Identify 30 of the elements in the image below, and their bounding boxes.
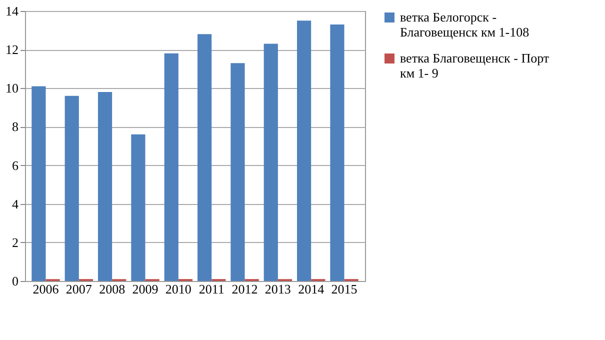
y-tick-label: 10 (6, 80, 18, 96)
x-tick-label: 2012 (232, 282, 258, 296)
legend-label: ветка Благовещенск - Порт км 1- 9 (400, 50, 550, 80)
bar (32, 86, 46, 281)
legend-label: ветка Белогорск - Благовещенск км 1-108 (400, 10, 530, 40)
y-tick-label: 14 (6, 4, 19, 18)
y-tick-label: 0 (12, 274, 18, 288)
y-tick-label: 12 (6, 42, 18, 58)
x-tick-label: 2015 (331, 282, 358, 296)
y-tick-label: 2 (12, 234, 18, 250)
bar (230, 63, 245, 281)
x-tick-label: 2014 (298, 282, 325, 296)
bar (330, 24, 344, 281)
x-tick-label: 2008 (99, 282, 126, 296)
bar (98, 92, 112, 281)
y-tick-label: 4 (12, 196, 19, 212)
bar (164, 53, 178, 281)
x-tick-label: 2006 (32, 282, 60, 296)
x-tick-label: 2007 (66, 282, 92, 296)
x-tick-label: 2009 (132, 282, 158, 296)
x-tick-label: 2010 (165, 282, 192, 296)
bar (264, 44, 278, 281)
bar (197, 34, 212, 281)
y-tick-label: 6 (12, 158, 19, 173)
x-tick-label: 2013 (264, 282, 291, 296)
bar (64, 96, 79, 281)
x-tick-label: 2011 (198, 282, 224, 296)
bar (131, 134, 146, 281)
bar (297, 20, 312, 281)
y-tick-label: 8 (12, 119, 18, 134)
